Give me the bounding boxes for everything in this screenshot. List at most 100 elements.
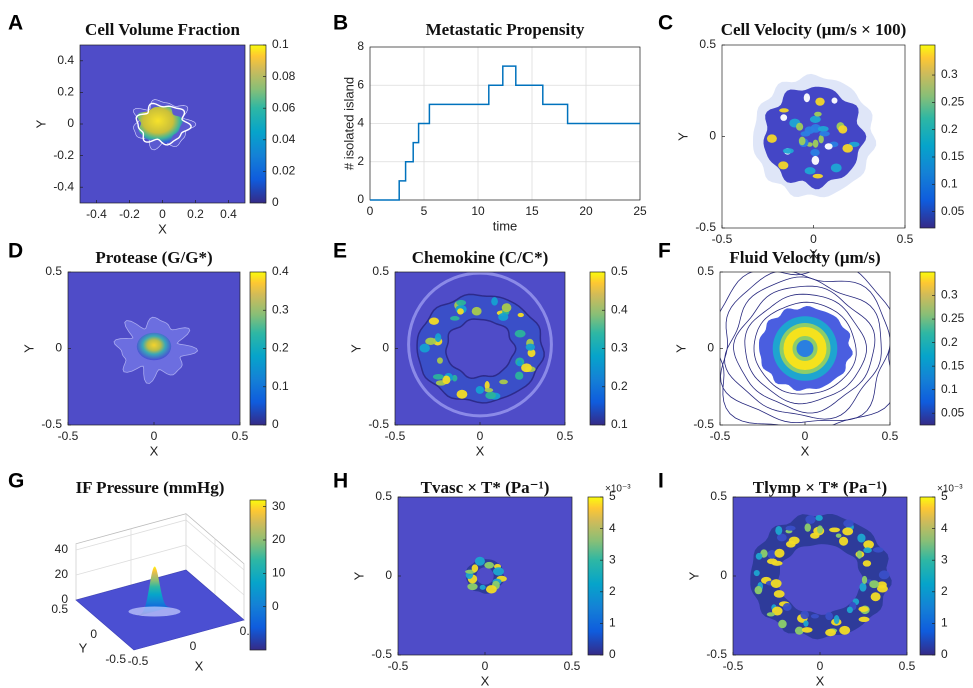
plot-frame (397, 496, 573, 656)
y-tick-label: 6 (357, 77, 364, 91)
texture (794, 626, 804, 635)
panel: F Fluid Velocity (μm/s) -0.5 0 0.5 -0.5 0 0.5 X Y… (658, 240, 965, 459)
panel: C Cell Velocity (μm/s × 100) -0.5 0 0.5 -0.5 0… (658, 12, 965, 262)
plot-frame (732, 496, 908, 656)
texture (499, 379, 508, 385)
heatmap (720, 272, 890, 425)
texture (814, 111, 822, 117)
y-tick-label: -0.5 (695, 220, 716, 234)
texture (778, 619, 787, 629)
texture (810, 613, 819, 619)
texture (419, 343, 430, 353)
texture (785, 525, 796, 531)
y-tick-label: 0 (382, 341, 389, 355)
x-tick-label: -0.5 (128, 654, 149, 668)
x-tick-label: 0.5 (232, 429, 249, 443)
x-tick-label: 0.2 (187, 207, 204, 221)
y-tick-label: 0 (720, 568, 727, 582)
texture (816, 525, 823, 534)
y-axis-label: Y (348, 344, 363, 353)
heatmap (80, 45, 245, 203)
colorbar-tick-label: 4 (941, 521, 948, 535)
texture (843, 519, 854, 528)
texture (484, 561, 495, 569)
colorbar-tick-label: 20 (272, 532, 286, 546)
x-tick-label: 0 (810, 232, 817, 246)
colorbar-tick-label: 0.25 (941, 311, 965, 325)
texture (128, 606, 181, 617)
panel-letter: B (333, 12, 348, 35)
panel-letter: H (333, 470, 348, 493)
texture (810, 123, 821, 133)
texture (785, 540, 796, 548)
plot-frame (719, 271, 891, 426)
colorbar-tick-label: 0.3 (941, 288, 958, 302)
texture (779, 108, 789, 113)
y-tick-label: -0.5 (693, 417, 714, 431)
colorbar (919, 271, 936, 426)
texture (527, 348, 536, 358)
chart-title: Cell Volume Fraction (85, 20, 240, 39)
texture (800, 610, 809, 620)
chart-title: Fluid Velocity (μm/s) (729, 248, 880, 267)
blob (783, 327, 827, 370)
colorbar (919, 496, 936, 656)
texture (839, 536, 849, 546)
x-axis-label: X (809, 246, 818, 261)
contour (720, 272, 890, 424)
x-axis-label: time (493, 218, 518, 233)
texture (776, 533, 787, 542)
colorbar-tick-label: 10 (272, 566, 286, 580)
colorbar-tick-label: 0.3 (272, 302, 289, 316)
y-axis-label: Y (675, 132, 690, 141)
colorbar-exponent: ×10⁻³ (937, 484, 963, 495)
colorbar-tick-label: 0.2 (611, 379, 628, 393)
texture (838, 125, 848, 134)
y-axis-label: Y (351, 571, 366, 580)
colorbar-tick-label: 0 (609, 647, 616, 661)
x-tick-label: 25 (633, 204, 647, 218)
texture (450, 316, 460, 321)
texture (425, 337, 437, 346)
colorbar-tick-label: 0.05 (941, 204, 965, 218)
colorbar (249, 499, 267, 651)
x-tick-label: -0.4 (86, 207, 107, 221)
texture (878, 570, 890, 580)
contour (733, 285, 876, 414)
texture (798, 136, 806, 146)
colorbar-tick-label: 0.2 (272, 341, 289, 355)
colorbar-tick-label: 0.2 (941, 122, 958, 136)
panel-letter: I (658, 470, 664, 493)
chart-title: Tvasc × T* (Pa⁻¹) (421, 478, 550, 497)
texture (801, 627, 813, 633)
colorbar-tick-label: 3 (609, 552, 616, 566)
colorbar-tick-label: 0.1 (272, 37, 289, 51)
texture (857, 533, 866, 543)
texture (498, 313, 509, 321)
y-tick-label: 0.5 (51, 602, 68, 616)
chart-title: IF Pressure (mmHg) (76, 478, 225, 497)
texture (782, 603, 792, 611)
texture (515, 371, 524, 380)
y-axis-label: Y (79, 640, 88, 655)
colorbar-tick-label: 0.02 (272, 164, 296, 178)
texture (780, 114, 788, 121)
x-tick-label: 0.5 (557, 429, 574, 443)
texture (815, 97, 825, 106)
texture (803, 620, 809, 627)
colorbar (249, 44, 267, 204)
texture (766, 612, 775, 617)
contour (135, 102, 192, 146)
panel-letter: A (8, 12, 23, 35)
x-axis-label: X (150, 443, 159, 458)
z-tick-label: 0 (61, 592, 68, 606)
texture (833, 615, 840, 625)
colorbar-tick-label: 2 (941, 584, 948, 598)
x-axis-label: X (476, 443, 485, 458)
y-tick-label: 0 (67, 116, 74, 130)
x-tick-label: 0 (482, 659, 489, 673)
panel: B Metastatic Propensity 0 5 10 15 20 25 0 2 4 6 8 tim… (333, 12, 647, 234)
y-tick-label: 4 (357, 116, 364, 130)
x-tick-label: 0 (190, 639, 197, 653)
x-tick-label: 0.5 (899, 659, 916, 673)
